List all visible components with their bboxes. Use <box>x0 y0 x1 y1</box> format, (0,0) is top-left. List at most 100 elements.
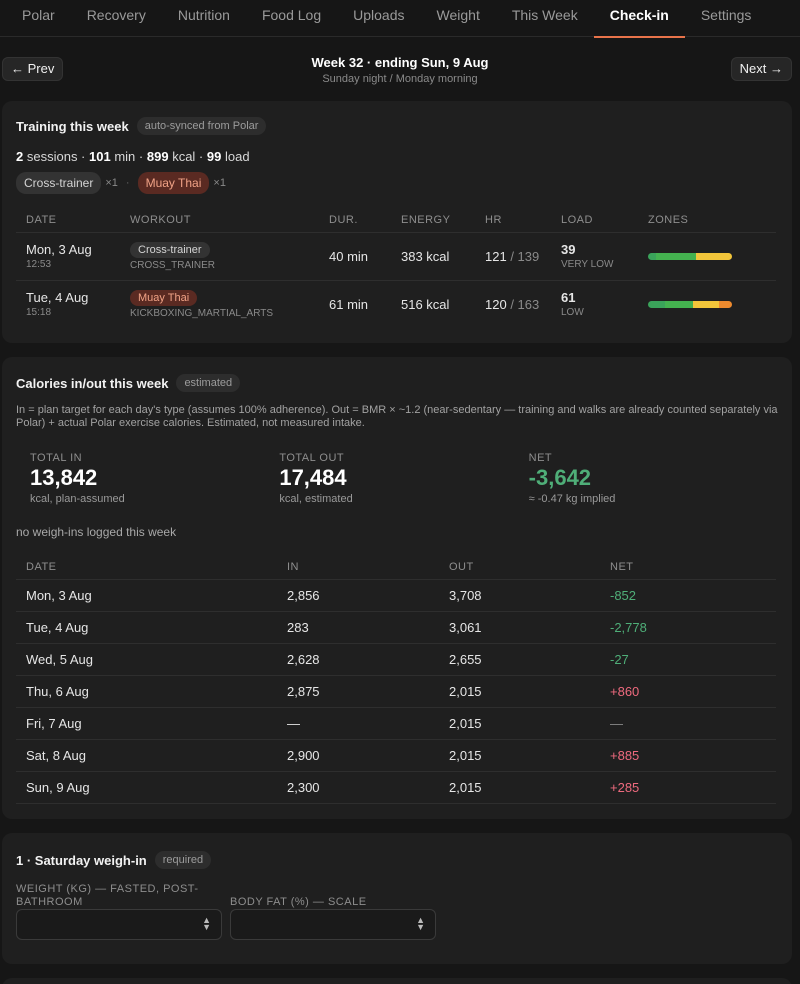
calorie-date: Sun, 9 Aug <box>16 771 277 804</box>
tab-this-week[interactable]: This Week <box>511 7 578 23</box>
calorie-net: — <box>600 707 776 740</box>
calorie-out: 3,061 <box>439 611 600 644</box>
column-header-in: IN <box>277 555 439 580</box>
workout-name: Cross-trainer <box>130 242 210 258</box>
column-header-date: DATE <box>16 555 277 580</box>
calorie-net: -2,778 <box>600 611 776 644</box>
calorie-date: Thu, 6 Aug <box>16 675 277 708</box>
zone-segment <box>648 300 665 308</box>
calorie-in: 2,628 <box>277 643 439 676</box>
calorie-out: 2,015 <box>439 675 600 708</box>
workout-date: Mon, 3 Aug <box>26 242 92 257</box>
calorie-row: Mon, 3 Aug 2,856 3,708 -852 <box>16 579 776 612</box>
workout-time: 12:53 <box>26 259 52 270</box>
workout-hr-cell: 120 / 163 <box>475 280 551 328</box>
workout-duration: 40 min <box>319 232 391 281</box>
next-week-button[interactable]: Next → <box>730 57 792 81</box>
total-hint: kcal, estimated <box>279 493 353 505</box>
calorie-out: 2,655 <box>439 643 600 676</box>
zone-segment <box>664 300 694 308</box>
kcal-label: kcal · <box>172 149 204 164</box>
workout-date-cell: Tue, 4 Aug 15:18 <box>16 280 120 328</box>
sessions-count: 2 <box>16 149 24 164</box>
training-title: Training this week <box>16 118 129 134</box>
week-subtitle: Sunday night / Monday morning <box>322 73 478 85</box>
tab-nutrition[interactable]: Nutrition <box>177 7 230 23</box>
total-hint: ≈ -0.47 kg implied <box>528 493 616 505</box>
zone-segment <box>719 300 732 308</box>
hr-average: 120 <box>485 296 507 312</box>
calorie-in: 283 <box>277 611 439 644</box>
field-label-text: BODY FAT (%) — SCALE <box>230 896 367 908</box>
tab-food-log[interactable]: Food Log <box>261 7 322 23</box>
calorie-row: Sat, 8 Aug 2,900 2,015 +885 <box>16 739 776 772</box>
required-badge: required <box>154 851 212 869</box>
week-navigator: ← Prev Week 32 · ending Sun, 9 Aug Sunda… <box>0 37 800 95</box>
hr-max: / 163 <box>510 296 540 312</box>
calorie-row: Thu, 6 Aug 2,875 2,015 +860 <box>16 675 776 708</box>
training-card: Training this week auto-synced from Pola… <box>2 101 792 343</box>
calorie-date: Wed, 5 Aug <box>16 643 277 676</box>
total-value: 17,484 <box>279 465 347 490</box>
calorie-in: 2,875 <box>277 675 439 708</box>
calorie-net: +885 <box>600 739 776 772</box>
workout-sport: KICKBOXING_MARTIAL_ARTS <box>130 308 274 320</box>
workout-name: Muay Thai <box>130 290 198 307</box>
hr-average: 121 <box>485 248 507 264</box>
weigh-in-fields: WEIGHT (KG) — FASTED, POST-BATHROOM ▲ ▼ BOD… <box>16 883 778 940</box>
calorie-in: — <box>277 707 439 740</box>
hr-max: / 139 <box>510 248 540 264</box>
calorie-row: Fri, 7 Aug —2,015— <box>16 707 776 740</box>
workout-duration: 61 min <box>329 296 369 312</box>
total-total-in: TOTAL IN 13,842 kcal, plan-assumed <box>30 452 279 505</box>
calorie-out: 2,015 <box>439 739 600 772</box>
workout-sport: CROSS_TRAINER <box>130 260 216 271</box>
column-header-energy: ENERGY <box>391 208 475 233</box>
total-value: -3,642 <box>528 465 592 490</box>
column-header-zones: ZONES <box>638 208 776 233</box>
calorie-date: Sat, 8 Aug <box>16 739 277 772</box>
tab-uploads[interactable]: Uploads <box>353 7 405 23</box>
total-total-out: TOTAL OUT 17,484 kcal, estimated <box>279 452 528 505</box>
tab-polar[interactable]: Polar <box>22 7 55 23</box>
estimated-badge: estimated <box>176 374 241 392</box>
workout-type-tag: Cross-trainer <box>16 172 102 194</box>
workout-energy: 516 kcal <box>401 296 450 312</box>
load-total: 99 <box>206 149 222 164</box>
column-header-hr: HR <box>475 208 551 233</box>
column-header-dur: DUR. <box>319 208 391 233</box>
calorie-out: 3,708 <box>439 579 600 612</box>
workout-cell: Muay Thai KICKBOXING_MARTIAL_ARTS <box>120 280 319 328</box>
stepper-icon[interactable]: ▲ ▼ <box>202 915 211 932</box>
workout-load-cell: 39 VERY LOW <box>551 232 638 281</box>
calorie-out: 2,015 <box>439 707 600 740</box>
daily-calories-table: DATE IN OUT NET Mon, 3 Aug 2,856 3,708 -852 Tue… <box>16 555 776 804</box>
total-label: NET <box>528 452 553 464</box>
load-label: load <box>224 149 250 164</box>
tab-settings[interactable]: Settings <box>700 7 752 23</box>
calorie-in: 2,900 <box>277 739 439 772</box>
zone-segment <box>693 300 720 308</box>
zone-segment <box>648 252 657 260</box>
workout-time: 15:18 <box>26 307 52 319</box>
tab-check-in[interactable]: Check-in <box>593 0 685 38</box>
column-header-load: LOAD <box>551 208 638 233</box>
prev-week-button[interactable]: ← Prev <box>2 57 64 81</box>
field-label: BODY FAT (%) — SCALE <box>230 883 436 909</box>
workout-row[interactable]: Tue, 4 Aug 15:18 Muay Thai KICKBOXING_MARTI… <box>16 280 776 328</box>
tab-recovery[interactable]: Recovery <box>86 7 146 23</box>
calories-description: In = plan target for each day's type (as… <box>16 404 778 429</box>
workout-row[interactable]: Mon, 3 Aug 12:53 Cross-trainer CROSS_TRAINE… <box>16 232 776 281</box>
total-value: 13,842 <box>30 465 98 490</box>
stepper-icon[interactable]: ▲ ▼ <box>416 915 425 932</box>
body-fat-input[interactable]: ▲ ▼ <box>230 909 436 940</box>
weight-input[interactable]: ▲ ▼ <box>16 909 222 940</box>
workout-energy: 383 kcal <box>391 232 475 281</box>
workout-type-count: ×1 <box>105 177 118 189</box>
calorie-net: -27 <box>600 643 776 676</box>
calorie-in: 2,300 <box>277 771 439 804</box>
total-net: NET -3,642 ≈ -0.47 kg implied <box>529 452 778 505</box>
tab-weight[interactable]: Weight <box>436 7 480 23</box>
column-header-date: DATE <box>16 208 120 233</box>
calorie-date: Tue, 4 Aug <box>16 611 277 644</box>
